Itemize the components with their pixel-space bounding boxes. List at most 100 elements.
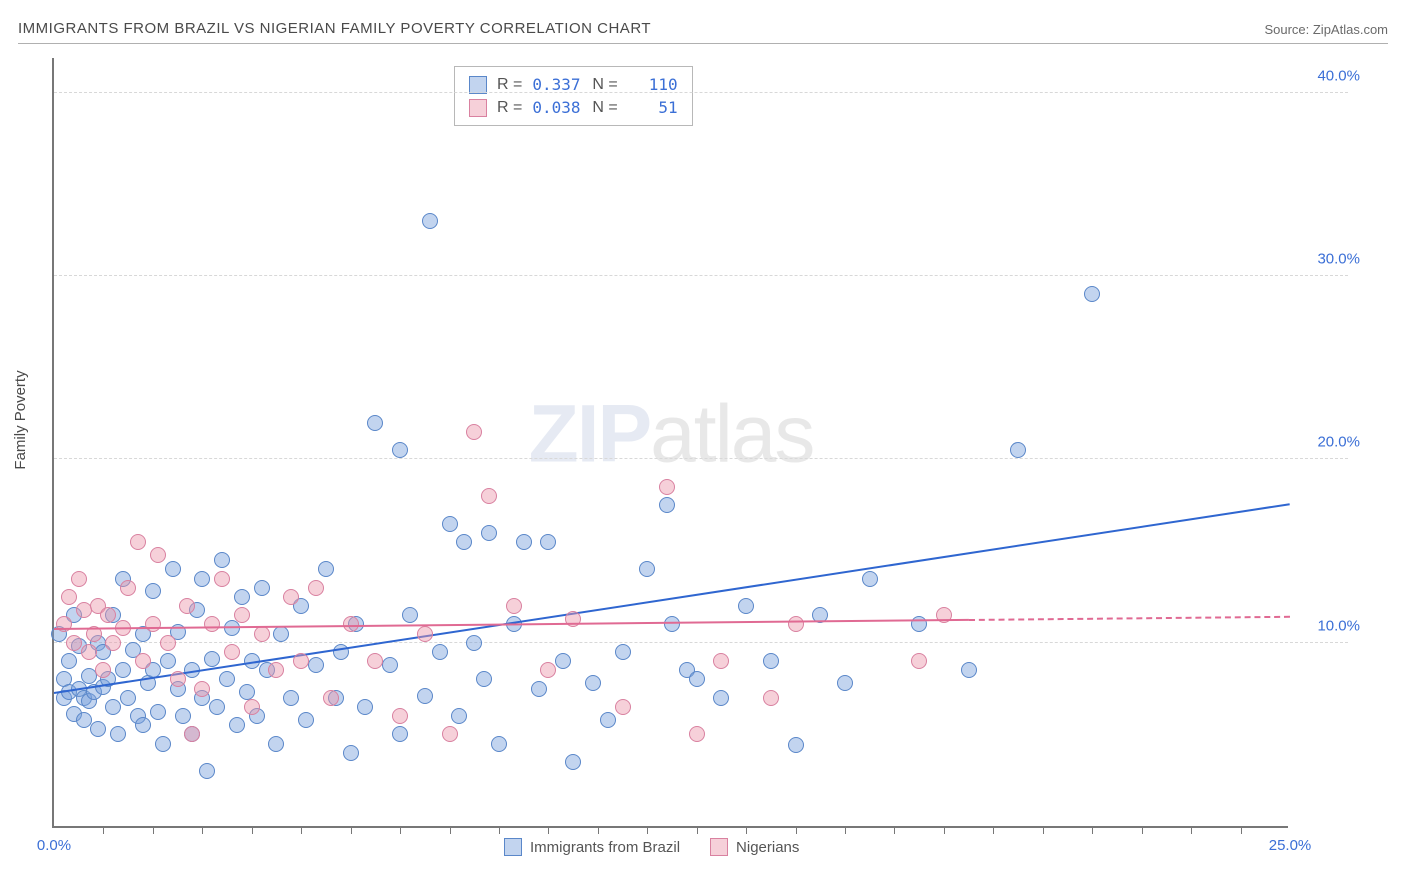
legend-item: Nigerians bbox=[710, 838, 799, 856]
data-point bbox=[199, 763, 215, 779]
data-point bbox=[713, 653, 729, 669]
x-tick bbox=[697, 826, 698, 834]
data-point bbox=[234, 589, 250, 605]
data-point bbox=[432, 644, 448, 660]
x-tick bbox=[252, 826, 253, 834]
x-tick-label: 0.0% bbox=[37, 837, 71, 854]
data-point bbox=[862, 571, 878, 587]
data-point bbox=[788, 737, 804, 753]
x-tick bbox=[1142, 826, 1143, 834]
r-value: 0.038 bbox=[532, 98, 582, 117]
data-point bbox=[318, 561, 334, 577]
data-point bbox=[244, 699, 260, 715]
correlation-legend: R =0.337N =110R =0.038N =51 bbox=[454, 66, 693, 126]
source-attribution: Source: ZipAtlas.com bbox=[1264, 22, 1388, 37]
chart-title: IMMIGRANTS FROM BRAZIL VS NIGERIAN FAMIL… bbox=[18, 20, 651, 37]
data-point bbox=[224, 644, 240, 660]
r-label: R = bbox=[497, 99, 522, 117]
data-point bbox=[293, 653, 309, 669]
x-tick bbox=[103, 826, 104, 834]
data-point bbox=[135, 653, 151, 669]
data-point bbox=[516, 534, 532, 550]
watermark-bold: ZIP bbox=[529, 388, 651, 479]
data-point bbox=[145, 616, 161, 632]
data-point bbox=[95, 662, 111, 678]
data-point bbox=[308, 580, 324, 596]
data-point bbox=[689, 671, 705, 687]
data-point bbox=[254, 580, 270, 596]
data-point bbox=[476, 671, 492, 687]
x-tick bbox=[1092, 826, 1093, 834]
data-point bbox=[239, 684, 255, 700]
data-point bbox=[911, 653, 927, 669]
data-point bbox=[209, 699, 225, 715]
data-point bbox=[961, 662, 977, 678]
data-point bbox=[150, 547, 166, 563]
y-axis-label: Family Poverty bbox=[12, 370, 29, 469]
data-point bbox=[283, 589, 299, 605]
data-point bbox=[105, 699, 121, 715]
data-point bbox=[506, 598, 522, 614]
data-point bbox=[61, 589, 77, 605]
data-point bbox=[422, 213, 438, 229]
legend-label: Immigrants from Brazil bbox=[530, 839, 680, 856]
data-point bbox=[100, 607, 116, 623]
data-point bbox=[308, 657, 324, 673]
x-tick bbox=[301, 826, 302, 834]
x-tick bbox=[845, 826, 846, 834]
data-point bbox=[214, 552, 230, 568]
x-tick bbox=[153, 826, 154, 834]
data-point bbox=[540, 662, 556, 678]
data-point bbox=[382, 657, 398, 673]
data-point bbox=[531, 681, 547, 697]
data-point bbox=[160, 635, 176, 651]
data-point bbox=[713, 690, 729, 706]
grid-line bbox=[54, 458, 1348, 459]
data-point bbox=[837, 675, 853, 691]
y-tick-label: 10.0% bbox=[1317, 617, 1360, 634]
data-point bbox=[76, 712, 92, 728]
legend-swatch bbox=[469, 99, 487, 117]
data-point bbox=[90, 721, 106, 737]
x-tick bbox=[796, 826, 797, 834]
data-point bbox=[788, 616, 804, 632]
data-point bbox=[105, 635, 121, 651]
data-point bbox=[367, 415, 383, 431]
grid-line bbox=[54, 275, 1348, 276]
data-point bbox=[76, 602, 92, 618]
trend-line-dashed bbox=[969, 615, 1290, 620]
data-point bbox=[763, 690, 779, 706]
grid-line bbox=[54, 92, 1348, 93]
data-point bbox=[1010, 442, 1026, 458]
data-point bbox=[120, 690, 136, 706]
data-point bbox=[392, 442, 408, 458]
data-point bbox=[175, 708, 191, 724]
data-point bbox=[214, 571, 230, 587]
data-point bbox=[204, 651, 220, 667]
header-bar: IMMIGRANTS FROM BRAZIL VS NIGERIAN FAMIL… bbox=[18, 16, 1388, 44]
data-point bbox=[229, 717, 245, 733]
x-tick bbox=[400, 826, 401, 834]
x-tick bbox=[499, 826, 500, 834]
data-point bbox=[615, 644, 631, 660]
data-point bbox=[367, 653, 383, 669]
data-point bbox=[184, 726, 200, 742]
grid-line bbox=[54, 642, 1348, 643]
data-point bbox=[155, 736, 171, 752]
legend-swatch bbox=[710, 838, 728, 856]
data-point bbox=[115, 662, 131, 678]
data-point bbox=[600, 712, 616, 728]
data-point bbox=[150, 704, 166, 720]
data-point bbox=[323, 690, 339, 706]
data-point bbox=[170, 671, 186, 687]
x-tick bbox=[993, 826, 994, 834]
x-tick-label: 25.0% bbox=[1269, 837, 1312, 854]
n-label: N = bbox=[592, 99, 617, 117]
data-point bbox=[357, 699, 373, 715]
data-point bbox=[165, 561, 181, 577]
x-tick bbox=[351, 826, 352, 834]
legend-swatch bbox=[504, 838, 522, 856]
data-point bbox=[194, 571, 210, 587]
data-point bbox=[283, 690, 299, 706]
data-point bbox=[481, 488, 497, 504]
